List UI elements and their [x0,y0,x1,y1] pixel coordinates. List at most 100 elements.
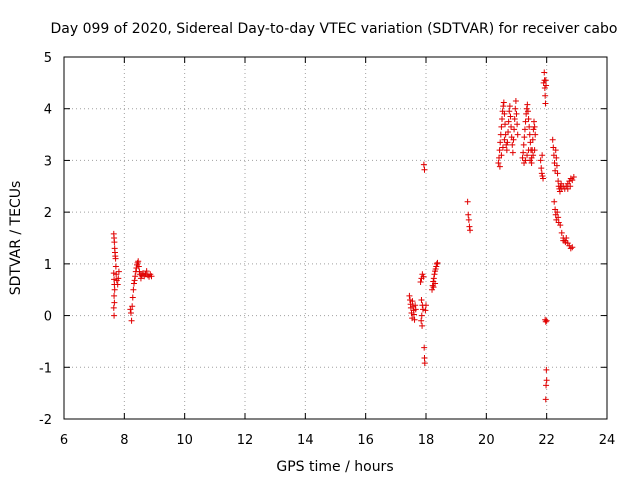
x-tick-label: 14 [297,433,314,448]
data-point [129,294,136,301]
data-point [509,141,516,148]
data-point [500,99,507,106]
y-tick-label: 5 [44,51,52,66]
data-point [111,286,118,293]
data-point [131,277,138,284]
data-point [514,121,521,128]
data-point [511,126,518,133]
data-point [508,123,515,130]
data-point [563,235,570,241]
data-point [523,105,530,112]
data-point [557,222,564,229]
data-point [501,110,508,117]
data-point [552,147,559,154]
data-point [130,286,137,293]
data-point [497,139,504,146]
data-point [511,116,518,123]
data-point [112,255,119,262]
data-point [498,123,505,130]
axis-ticks [63,56,608,420]
data-point [111,276,118,283]
data-point [431,271,438,278]
data-point [529,136,536,143]
data-point [127,306,134,313]
data-point [412,302,419,309]
data-point [409,298,416,305]
x-tick-label: 12 [237,433,254,448]
data-point [500,103,507,110]
data-point [132,273,139,280]
data-point [114,281,121,288]
y-tick-label: 2 [44,206,52,221]
data-point [554,170,561,177]
data-point [543,377,550,384]
x-tick-label: 10 [176,433,193,448]
data-point [521,134,528,141]
data-point [496,147,503,154]
data-point [539,152,546,159]
data-point [569,177,576,184]
data-point [418,297,425,304]
y-tick-label: 3 [44,154,52,169]
data-point [499,116,506,123]
x-tick-label: 24 [599,433,616,448]
x-tick-label: 6 [60,433,68,448]
data-point [520,141,527,148]
data-point [417,278,424,285]
data-point [418,312,425,319]
data-point [421,354,428,361]
data-point [541,85,548,92]
data-point [111,299,118,306]
y-tick-label: 4 [44,103,52,118]
data-point [555,214,562,221]
data-point [464,198,471,205]
y-tick-label: 0 [44,310,52,325]
data-point [503,141,510,148]
data-point [539,172,546,179]
data-point [530,118,537,125]
data-point [525,116,532,123]
y-tick-label: 1 [44,258,52,273]
data-point [148,273,155,280]
data-point [137,275,144,282]
data-point [433,263,440,270]
data-point [526,123,533,130]
data-point [419,271,426,278]
data-point [570,173,577,180]
data-point [509,149,516,156]
data-point [524,152,531,159]
x-axis-label: GPS time / hours [276,459,393,475]
data-point [135,258,142,265]
x-tick-label: 16 [357,433,374,448]
data-point [526,131,533,138]
data-point [553,154,560,161]
data-point [467,227,474,234]
data-point [532,131,539,138]
data-point [541,69,548,76]
data-point [420,273,427,280]
data-point [432,280,439,287]
data-point [465,216,472,223]
data-point [510,136,517,143]
plot-frame [63,56,608,420]
y-tick-label: -2 [39,413,52,428]
data-point [498,152,505,159]
data-point [551,198,558,205]
grid [64,57,607,419]
data-point [430,284,437,291]
data-point [542,396,549,403]
data-point [433,260,440,267]
data-point [434,259,441,266]
data-point [422,307,429,314]
data-points [110,69,577,403]
data-point [514,131,521,138]
data-point [522,118,529,125]
x-tick-label: 22 [538,433,555,448]
data-point [421,166,428,173]
data-point [465,211,472,218]
data-point [115,275,122,282]
data-point [538,165,545,172]
data-point [420,161,427,168]
data-point [549,136,556,143]
